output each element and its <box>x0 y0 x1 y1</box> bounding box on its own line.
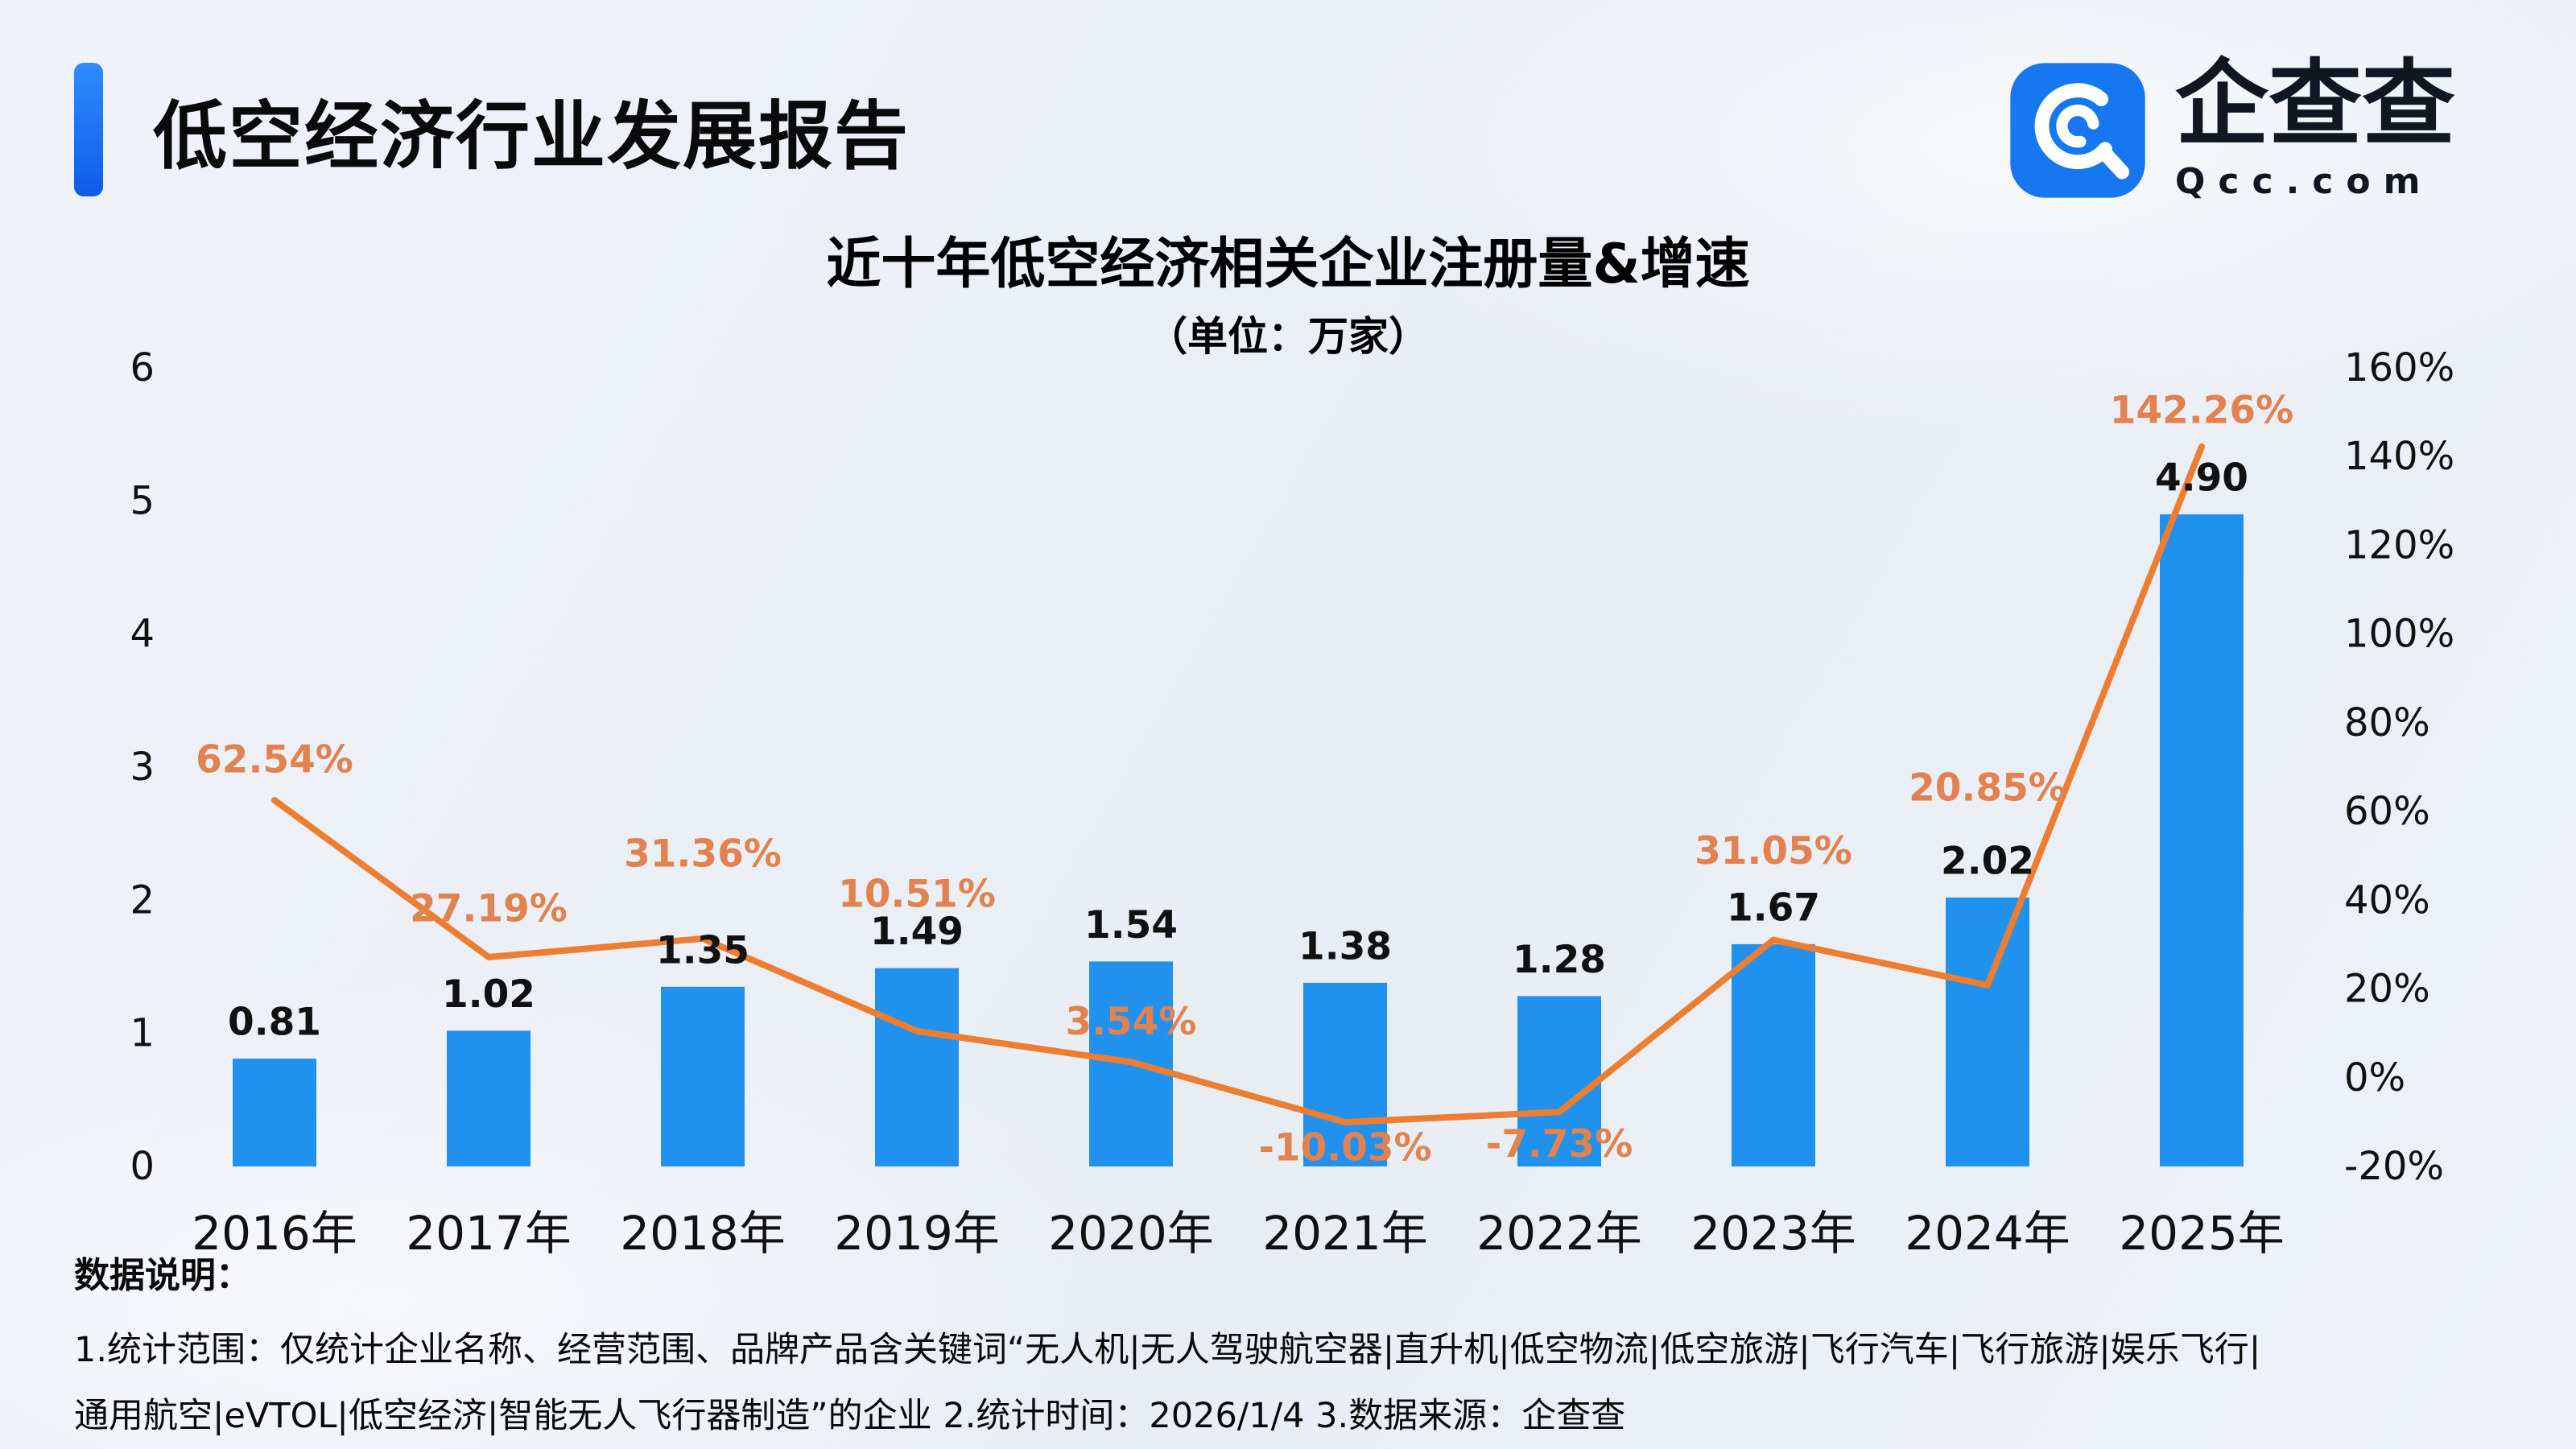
right-axis-tick: 120% <box>2344 522 2454 568</box>
data-notes-line-2: 通用航空|eVTOL|低空经济|智能无人飞行器制造”的企业 2.统计时间：202… <box>74 1396 1626 1436</box>
bar-value-label: 1.49 <box>870 910 964 954</box>
bar-2018年 <box>661 986 745 1166</box>
growth-label: 27.19% <box>410 886 568 931</box>
bar-value-label: 1.38 <box>1298 924 1392 968</box>
right-axis-tick: -20% <box>2344 1144 2444 1189</box>
bar-2025年 <box>2160 514 2244 1166</box>
right-axis-tick: 60% <box>2344 789 2430 834</box>
bar-2017年 <box>447 1030 530 1166</box>
growth-label: 62.54% <box>196 738 353 782</box>
data-notes-line-1: 1.统计范围：仅统计企业名称、经营范围、品牌产品含关键词“无人机|无人驾驶航空器… <box>74 1330 2261 1370</box>
growth-label: 10.51% <box>838 872 996 916</box>
growth-label: 31.05% <box>1695 829 1852 873</box>
chart-title: 近十年低空经济相关企业注册量&增速 <box>826 233 1750 296</box>
bar-2019年 <box>875 968 959 1166</box>
right-axis-tick: 100% <box>2344 612 2454 657</box>
left-axis-tick: 4 <box>130 612 155 657</box>
bar-2022年 <box>1517 996 1601 1166</box>
bar-value-label: 0.81 <box>228 1001 321 1045</box>
qcc-logo-text: 企查查 Qcc.com <box>2175 50 2455 203</box>
bar-value-label: 1.35 <box>656 928 749 972</box>
growth-label: 142.26% <box>2110 388 2293 432</box>
qcc-magnifier-icon <box>2010 62 2145 198</box>
right-axis-tick: 0% <box>2344 1055 2405 1100</box>
bar-2020年 <box>1089 961 1173 1166</box>
data-notes-heading: 数据说明： <box>74 1255 251 1296</box>
right-axis-tick: 40% <box>2344 877 2430 923</box>
title-accent-bar <box>74 63 103 196</box>
left-axis-tick: 1 <box>130 1011 155 1056</box>
chart-subtitle: （单位：万家） <box>1147 313 1429 360</box>
bar-value-label: 1.02 <box>442 972 535 1017</box>
logo-domain: Qcc.com <box>2175 161 2434 202</box>
growth-label: -10.03% <box>1258 1126 1431 1170</box>
bar-value-label: 4.90 <box>2155 456 2248 500</box>
growth-label: 20.85% <box>1909 766 2066 810</box>
bar-value-label: 2.02 <box>1941 840 2034 884</box>
bar-value-label: 1.54 <box>1084 903 1178 947</box>
qcc-logo: 企查查 Qcc.com <box>2006 58 2455 202</box>
left-axis-tick: 0 <box>130 1144 155 1189</box>
logo-name: 企查查 <box>2175 50 2455 159</box>
growth-line <box>271 443 2205 1126</box>
right-axis-tick: 80% <box>2344 700 2430 745</box>
bar-2024年 <box>1946 898 2029 1166</box>
growth-label: 3.54% <box>1065 1000 1196 1044</box>
page-title: 低空经济行业发展报告 <box>153 93 910 180</box>
bar-2016年 <box>233 1059 316 1166</box>
bar-2023年 <box>1732 943 1815 1166</box>
bar-value-label: 1.67 <box>1727 886 1820 930</box>
bar-2021年 <box>1303 982 1387 1166</box>
left-axis-tick: 3 <box>130 745 155 790</box>
left-axis-tick: 2 <box>130 877 155 923</box>
growth-label: 31.36% <box>624 832 782 876</box>
bar-value-label: 1.28 <box>1513 938 1606 982</box>
left-axis-tick: 5 <box>130 478 155 523</box>
right-axis-tick: 140% <box>2344 434 2454 479</box>
right-axis-tick: 20% <box>2344 967 2430 1012</box>
growth-label: -7.73% <box>1486 1122 1633 1166</box>
data-notes: 数据说明： 1.统计范围：仅统计企业名称、经营范围、品牌产品含关键词“无人机|无… <box>74 1246 2505 1449</box>
